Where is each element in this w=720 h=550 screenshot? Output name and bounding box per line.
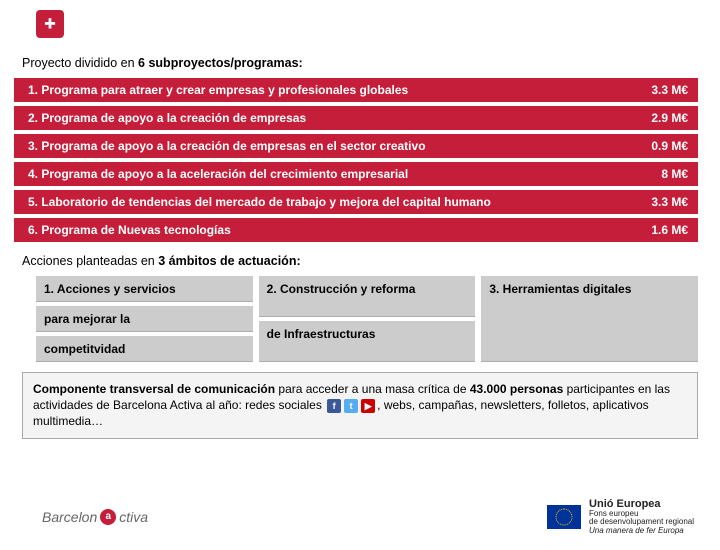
program-value: 3.3 M€ bbox=[628, 83, 688, 97]
ambito-1-line2: para mejorar la bbox=[36, 306, 253, 332]
program-row: 6. Programa de Nuevas tecnologías1.6 M€ bbox=[14, 218, 698, 242]
program-value: 2.9 M€ bbox=[628, 111, 688, 125]
program-value: 8 M€ bbox=[628, 167, 688, 181]
transversal-panel: Componente transversal de comunicación p… bbox=[22, 372, 698, 439]
facebook-icon: f bbox=[327, 399, 341, 413]
program-name: 6. Programa de Nuevas tecnologías bbox=[28, 223, 628, 237]
program-row: 1. Programa para atraer y crear empresas… bbox=[14, 78, 698, 102]
ambitos-bold: 3 ámbitos de actuación: bbox=[158, 254, 300, 268]
ba-logo-right: ctiva bbox=[119, 509, 148, 525]
ba-dot-icon: a bbox=[100, 509, 116, 525]
ambitos-prefix: Acciones planteadas en bbox=[22, 254, 158, 268]
program-name: 5. Laboratorio de tendencias del mercado… bbox=[28, 195, 628, 209]
intro-text: Proyecto dividido en 6 subproyectos/prog… bbox=[22, 56, 720, 70]
program-row: 3. Programa de apoyo a la creación de em… bbox=[14, 134, 698, 158]
program-name: 4. Programa de apoyo a la aceleración de… bbox=[28, 167, 628, 181]
eu-flag-icon bbox=[547, 505, 581, 529]
program-value: 3.3 M€ bbox=[628, 195, 688, 209]
twitter-icon: t bbox=[344, 399, 358, 413]
eu-block: Unió Europea Fons europeu de desenvolupa… bbox=[547, 498, 694, 536]
program-row: 4. Programa de apoyo a la aceleración de… bbox=[14, 162, 698, 186]
ambito-2-line1: 2. Construcción y reforma bbox=[259, 276, 476, 317]
footer: Barcelonactiva Unió Europea Fons europeu… bbox=[0, 498, 720, 536]
intro-prefix: Proyecto dividido en bbox=[22, 56, 138, 70]
ambito-2-line2: de Infraestructuras bbox=[259, 321, 476, 362]
eu-title: Unió Europea bbox=[589, 498, 694, 510]
program-value: 1.6 M€ bbox=[628, 223, 688, 237]
transversal-bold2: 43.000 personas bbox=[470, 382, 563, 396]
eu-text: Unió Europea Fons europeu de desenvolupa… bbox=[589, 498, 694, 536]
program-name: 2. Programa de apoyo a la creación de em… bbox=[28, 111, 628, 125]
ambito-3-line1: 3. Herramientas digitales bbox=[481, 276, 698, 362]
ambito-1-line3: competitvidad bbox=[36, 336, 253, 362]
ba-logo-left: Barcelon bbox=[42, 509, 97, 525]
transversal-bold1: Componente transversal de comunicación bbox=[33, 382, 275, 396]
social-icons: ft▶ bbox=[327, 399, 375, 413]
transversal-mid1: para acceder a una masa crítica de bbox=[275, 382, 470, 396]
ambitos-intro: Acciones planteadas en 3 ámbitos de actu… bbox=[22, 254, 720, 268]
program-name: 1. Programa para atraer y crear empresas… bbox=[28, 83, 628, 97]
program-row: 5. Laboratorio de tendencias del mercado… bbox=[14, 190, 698, 214]
ambitos-row: 1. Acciones y servicios para mejorar la … bbox=[36, 276, 698, 362]
city-crest-badge bbox=[36, 10, 64, 38]
program-name: 3. Programa de apoyo a la creación de em… bbox=[28, 139, 628, 153]
ambito-1-line1: 1. Acciones y servicios bbox=[36, 276, 253, 302]
barcelona-activa-logo: Barcelonactiva bbox=[42, 509, 148, 525]
program-value: 0.9 M€ bbox=[628, 139, 688, 153]
intro-bold: 6 subproyectos/programas: bbox=[138, 56, 303, 70]
youtube-icon: ▶ bbox=[361, 399, 375, 413]
eu-line3: Una manera de fer Europa bbox=[589, 527, 694, 536]
program-row: 2. Programa de apoyo a la creación de em… bbox=[14, 106, 698, 130]
